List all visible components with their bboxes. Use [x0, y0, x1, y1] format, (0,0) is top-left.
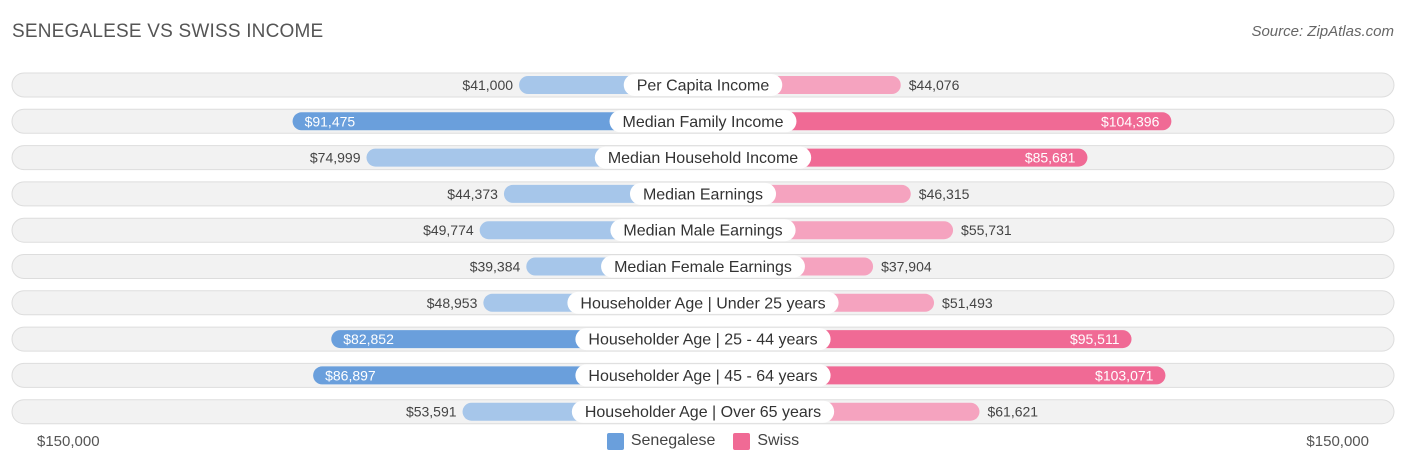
- value-label-senegalese: $86,897: [325, 367, 376, 383]
- chart-row: $44,373 $46,315 Median Earnings: [11, 181, 1395, 207]
- value-label-swiss: $44,076: [909, 77, 960, 93]
- chart-row: $53,591 $61,621 Householder Age | Over 65 …: [11, 399, 1395, 425]
- category-label-pill: [567, 291, 839, 314]
- chart-row: $48,953 $51,493 Householder Age | Under 25…: [11, 290, 1395, 316]
- chart-row: $41,000 $44,076 Per Capita Income: [11, 72, 1395, 98]
- value-label-senegalese: $44,373: [447, 186, 498, 202]
- category-label: Median Female Earnings: [614, 259, 792, 276]
- value-label-swiss: $95,511: [1070, 331, 1120, 347]
- category-label: Householder Age | Over 65 years: [585, 404, 821, 421]
- value-label-swiss: $51,493: [942, 295, 993, 311]
- category-label: Median Earnings: [643, 186, 763, 203]
- value-label-senegalese: $91,475: [305, 113, 356, 129]
- value-label-swiss: $103,071: [1095, 367, 1154, 383]
- category-label-pill: [623, 74, 783, 96]
- chart-row: $74,999 $85,681 Median Household Income: [11, 145, 1395, 171]
- legend-item-swiss[interactable]: Swiss: [733, 432, 799, 450]
- chart-row: $39,384 $37,904 Median Female Earnings: [11, 254, 1395, 279]
- legend-swatch-swiss: [733, 432, 751, 450]
- value-label-swiss: $37,904: [881, 259, 932, 275]
- category-label-pill: [609, 110, 797, 133]
- category-label: Householder Age | 45 - 64 years: [588, 368, 817, 385]
- category-label: Median Male Earnings: [623, 223, 782, 240]
- value-label-swiss: $85,681: [1025, 150, 1076, 166]
- legend-label-swiss: Swiss: [757, 432, 800, 449]
- category-label: Householder Age | Under 25 years: [580, 295, 825, 312]
- axis-right-label: $150,000: [1306, 433, 1369, 450]
- value-label-senegalese: $48,953: [427, 295, 478, 311]
- legend-swatch-senegalese: [606, 432, 624, 450]
- category-label: Per Capita Income: [637, 78, 770, 95]
- value-label-swiss: $55,731: [961, 222, 1012, 238]
- category-label: Householder Age | 25 - 44 years: [588, 332, 817, 349]
- category-label-pill: [575, 364, 831, 387]
- value-label-senegalese: $49,774: [423, 222, 474, 238]
- value-label-senegalese: $82,852: [343, 331, 394, 347]
- chart-source: Source: ZipAtlas.com: [1251, 23, 1394, 40]
- value-label-senegalese: $41,000: [462, 77, 513, 93]
- legend-label-senegalese: Senegalese: [630, 432, 716, 449]
- category-label: Median Household Income: [608, 150, 798, 167]
- value-label-senegalese: $39,384: [470, 259, 521, 275]
- axis-left-label: $150,000: [37, 433, 100, 450]
- bar-senegalese[interactable]: [292, 112, 703, 131]
- value-label-senegalese: $53,591: [406, 404, 457, 420]
- category-label-pill: [575, 328, 831, 351]
- category-label-pill: [571, 400, 835, 423]
- chart-row: $86,897 $103,071 Householder Age | 45 - 64…: [11, 362, 1395, 388]
- value-label-swiss: $61,621: [987, 404, 1038, 420]
- category-label-pill: [601, 255, 805, 278]
- value-label-senegalese: $74,999: [310, 150, 361, 166]
- chart-row: $91,475 $104,396 Median Family Income: [11, 108, 1395, 134]
- chart-title: SENEGALESE VS SWISS INCOME: [12, 21, 324, 42]
- legend: Senegalese Swiss: [0, 432, 1406, 450]
- value-label-swiss: $46,315: [919, 186, 970, 202]
- category-label-pill: [629, 182, 777, 205]
- value-label-swiss: $104,396: [1101, 113, 1160, 129]
- bar-swiss[interactable]: [703, 112, 1172, 131]
- category-label-pill: [594, 146, 812, 169]
- chart-row: $49,774 $55,731 Median Male Earnings: [11, 217, 1395, 243]
- legend-item-senegalese[interactable]: Senegalese: [606, 432, 716, 450]
- category-label: Median Family Income: [623, 114, 784, 131]
- category-label-pill: [610, 219, 796, 242]
- chart-row: $82,852 $95,511 Householder Age | 25 - 44 …: [11, 326, 1395, 352]
